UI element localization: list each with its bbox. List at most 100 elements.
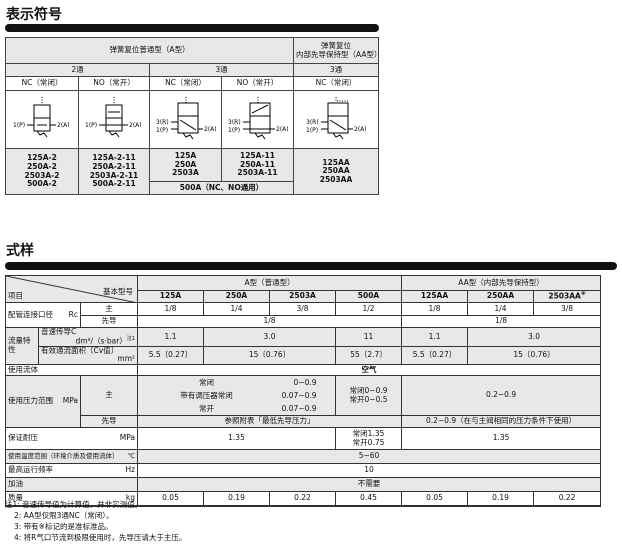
model-header: 500A (335, 290, 403, 303)
sonic-conductance-label: 音速传导C dm³/（s·bar）注1 (37, 327, 139, 347)
svg-text:1(P): 1(P) (156, 127, 168, 134)
svg-text:2(A): 2(A) (57, 122, 70, 129)
lube-label: 加油 (4, 477, 139, 492)
a-type-header: A型（普通型） (137, 275, 403, 291)
svg-text:1(P): 1(P) (306, 127, 318, 134)
footnote: 3: 带有※标记的是准标准品。 (14, 522, 113, 531)
cell: 0.05 (137, 491, 205, 506)
header-a-type: 弹簧复位普通型（A型） (4, 37, 295, 64)
mass-label: 质量 kg (4, 491, 139, 506)
cell: 0.22 (269, 491, 337, 506)
cell: 55〔2.7〕 (335, 345, 403, 366)
pressure-label: 使用压力范围 MPa (5, 375, 81, 428)
svg-text:2(A): 2(A) (204, 126, 217, 133)
fluid-label: 使用流体 (4, 364, 139, 376)
cell: 0.45 (335, 491, 403, 506)
spec-table: 基本型号 项目 A型（普通型） AA型（内部先导保持型） 125A 250A 2503… (4, 275, 602, 507)
port-pilot-label: 先导 (79, 315, 139, 328)
model-header: 125AA (401, 290, 469, 303)
cell: 0.22 (533, 491, 602, 506)
model-header: 2503AA※ (533, 290, 602, 303)
cell: 1.35 (137, 427, 337, 450)
cell: 空气 (137, 364, 602, 376)
cell: 0.2~0.9 (401, 375, 602, 416)
cell: 3.0 (467, 327, 602, 347)
nc-header: NC（常闭） (293, 76, 380, 91)
cell: 5.5〔0.27〕 (137, 345, 205, 366)
cell: 1.1 (137, 327, 205, 347)
no-header: NO（常开） (78, 76, 150, 91)
cv-label: 有效通流面积〔Cv值〕 mm² (37, 345, 139, 366)
cell: 5~60 (137, 449, 602, 464)
section-divider (5, 262, 617, 270)
valve-symbol-3way-nc-aa: 3(R) 1(P) 2(A) (293, 90, 380, 149)
freq-label: 最高运行频率 Hz (4, 463, 139, 478)
cell: 1/8 (137, 302, 205, 316)
footnote: 注1: 音速传导值为计算值，并非实测值。 (5, 500, 143, 509)
model-header: 125A (137, 290, 205, 303)
svg-text:2(A): 2(A) (276, 126, 289, 133)
model-header: 250AA (467, 290, 535, 303)
port-size-label: 配管连接口径 Rc (5, 302, 81, 328)
model-header: 2503A (269, 290, 337, 303)
svg-text:3(R): 3(R) (228, 119, 241, 126)
model-header: 250A (203, 290, 271, 303)
nc-header: NC（常闭） (5, 76, 79, 91)
footnote: 2: AA型仅限3通NC（常闭）。 (14, 511, 114, 520)
three-way-header: 3通 (148, 63, 295, 77)
cell: 3/8 (533, 302, 602, 316)
cell: 11 (335, 327, 403, 347)
cell: 1/8 (401, 315, 602, 328)
cell: 常闭1.35 常开0.75 (335, 427, 403, 450)
symbols-table: 弹簧复位普通型（A型） 弹簧复位 内部先导保持型（AA型） 2通 3通 3通 NC（常闭… (4, 37, 380, 195)
aa-type-header: AA型（内部先导保持型） (401, 275, 602, 291)
cell: 1/4 (203, 302, 271, 316)
cell: 3.0 (203, 327, 337, 347)
cell: 不需要 (137, 477, 602, 492)
valve-symbol-2way-no: 1(P) 2(A) (78, 90, 150, 149)
pressure-a-cell: 常闭 0~0.9 带有调压器常闭 0.07~0.9 常开 0.07~0.9 (137, 375, 337, 416)
footnote: 4: 将R气口节流到极限使用时，先导压请大于主压。 (14, 533, 187, 542)
svg-text:1(P): 1(P) (228, 127, 240, 134)
svg-text:3(R): 3(R) (306, 119, 319, 126)
pressure-main-label: 主 (79, 375, 139, 416)
flow-label: 流量特性 (5, 327, 39, 365)
port-main-label: 主 (79, 302, 139, 316)
cell: 1.35 (401, 427, 602, 450)
pressure-500a-cell: 常闭0~0.9 常开0~0.5 (335, 375, 403, 416)
proof-pressure-label: 保证耐压 MPa (4, 427, 139, 450)
temp-label: 使用温度范围（环境介质及使用流体） ℃ (4, 449, 139, 464)
footnotes: 注1: 音速传导值为计算值，并非实测值。 2: AA型仅限3通NC（常闭）。 3… (5, 499, 186, 543)
models-2way-no: 125A-2-11 250A-2-11 2503A-2-11 500A-2-11 (78, 148, 150, 195)
cell: 参照附表「最低先导压力」 (137, 415, 403, 428)
cell: 15〔0.76〕 (203, 345, 337, 366)
valve-symbol-3way-no: 3(R) 1(P) 2(A) (220, 90, 295, 149)
models-500a-common: 500A（NC、NO通用） (148, 181, 295, 195)
pressure-pilot-label: 先导 (79, 415, 139, 428)
cell: 1.1 (401, 327, 469, 347)
header-aa-type: 弹簧复位 内部先导保持型（AA型） (293, 37, 380, 64)
section-divider (5, 24, 379, 32)
cell: 3/8 (269, 302, 337, 316)
two-way-header: 2通 (5, 63, 150, 77)
cell: 15〔0.76〕 (467, 345, 602, 366)
cell: 0.19 (203, 491, 271, 506)
cell: 1/8 (137, 315, 403, 328)
models-3way-no: 125A-11 250A-11 2503A-11 (220, 148, 295, 182)
three-way-aa-header: 3通 (293, 63, 380, 77)
models-3way-nc: 125A 250A 2503A (149, 148, 222, 182)
cell: 5.5〔0.27〕 (401, 345, 469, 366)
cell: 1/2 (335, 302, 403, 316)
svg-text:2(A): 2(A) (129, 122, 142, 129)
cell: 0.05 (401, 491, 469, 506)
svg-text:1(P): 1(P) (13, 122, 25, 129)
svg-text:2(A): 2(A) (354, 126, 367, 133)
nc-header: NC（常闭） (149, 76, 222, 91)
valve-symbol-2way-nc: 1(P) 2(A) (5, 90, 79, 149)
no-header: NO（常开） (220, 76, 295, 91)
svg-text:3(R): 3(R) (156, 119, 169, 126)
models-aa: 125AA 250AA 2503AA (293, 148, 380, 195)
section-title-symbols: 表示符号 (6, 7, 62, 23)
item-model-header: 基本型号 项目 (4, 275, 139, 303)
valve-symbol-3way-nc: 3(R) 1(P) 2(A) (149, 90, 222, 149)
